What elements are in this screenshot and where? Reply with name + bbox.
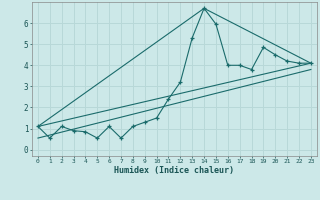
- X-axis label: Humidex (Indice chaleur): Humidex (Indice chaleur): [115, 166, 234, 175]
